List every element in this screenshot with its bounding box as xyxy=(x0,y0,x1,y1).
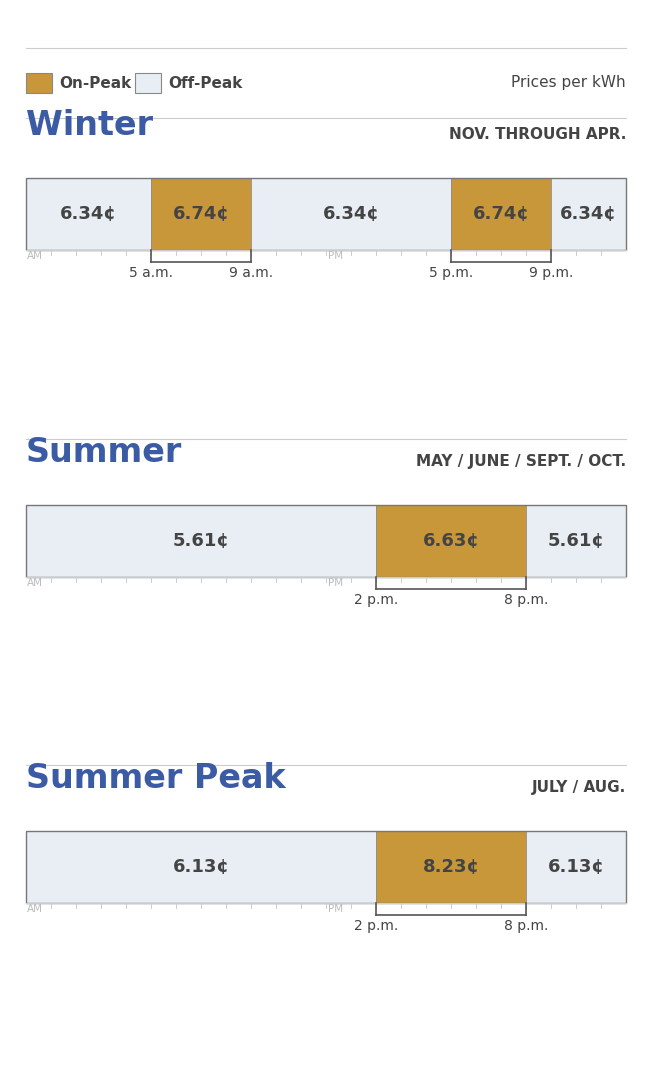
Text: 6.74¢: 6.74¢ xyxy=(472,205,529,223)
Text: AM: AM xyxy=(27,578,43,589)
Text: 6.34¢: 6.34¢ xyxy=(560,205,617,223)
Text: MAY / JUNE / SEPT. / OCT.: MAY / JUNE / SEPT. / OCT. xyxy=(416,454,626,469)
Text: 5.61¢: 5.61¢ xyxy=(172,532,229,550)
Text: On-Peak: On-Peak xyxy=(59,76,132,91)
Bar xyxy=(526,831,626,903)
Text: PM: PM xyxy=(328,251,343,261)
Text: 5.61¢: 5.61¢ xyxy=(548,532,605,550)
Text: 2 p.m.: 2 p.m. xyxy=(354,593,398,607)
Text: 6.13¢: 6.13¢ xyxy=(548,858,605,876)
Text: 6.34¢: 6.34¢ xyxy=(323,205,380,223)
Text: AM: AM xyxy=(27,251,43,261)
Text: Off-Peak: Off-Peak xyxy=(168,76,242,91)
Text: Winter: Winter xyxy=(26,109,153,142)
Bar xyxy=(26,831,626,903)
Text: 5 p.m.: 5 p.m. xyxy=(429,266,473,280)
Text: Summer Peak: Summer Peak xyxy=(26,762,286,795)
Text: 6.13¢: 6.13¢ xyxy=(172,858,229,876)
Text: 8 p.m.: 8 p.m. xyxy=(503,593,548,607)
Bar xyxy=(26,505,376,577)
Text: NOV. THROUGH APR.: NOV. THROUGH APR. xyxy=(448,127,626,142)
Text: 6.34¢: 6.34¢ xyxy=(60,205,117,223)
Bar xyxy=(376,831,526,903)
Bar xyxy=(26,73,52,93)
Bar xyxy=(135,73,161,93)
Bar xyxy=(551,178,626,250)
Bar xyxy=(26,178,151,250)
Text: 6.74¢: 6.74¢ xyxy=(172,205,229,223)
Bar xyxy=(26,505,626,577)
Bar xyxy=(251,178,451,250)
Text: 8 p.m.: 8 p.m. xyxy=(503,919,548,933)
Text: JULY / AUG.: JULY / AUG. xyxy=(532,780,626,795)
Bar xyxy=(26,178,626,250)
Text: Prices per kWh: Prices per kWh xyxy=(511,76,626,91)
Text: PM: PM xyxy=(328,578,343,589)
Bar xyxy=(26,831,376,903)
Bar xyxy=(151,178,251,250)
Text: 5 a.m.: 5 a.m. xyxy=(129,266,173,280)
Text: 2 p.m.: 2 p.m. xyxy=(354,919,398,933)
Text: 6.63¢: 6.63¢ xyxy=(422,532,480,550)
Text: 9 p.m.: 9 p.m. xyxy=(529,266,573,280)
Text: 8.23¢: 8.23¢ xyxy=(422,858,480,876)
Text: AM: AM xyxy=(27,904,43,914)
Text: 9 a.m.: 9 a.m. xyxy=(229,266,273,280)
Text: PM: PM xyxy=(328,904,343,914)
Bar xyxy=(526,505,626,577)
Text: Summer: Summer xyxy=(26,435,182,469)
Bar xyxy=(451,178,551,250)
Bar xyxy=(376,505,526,577)
